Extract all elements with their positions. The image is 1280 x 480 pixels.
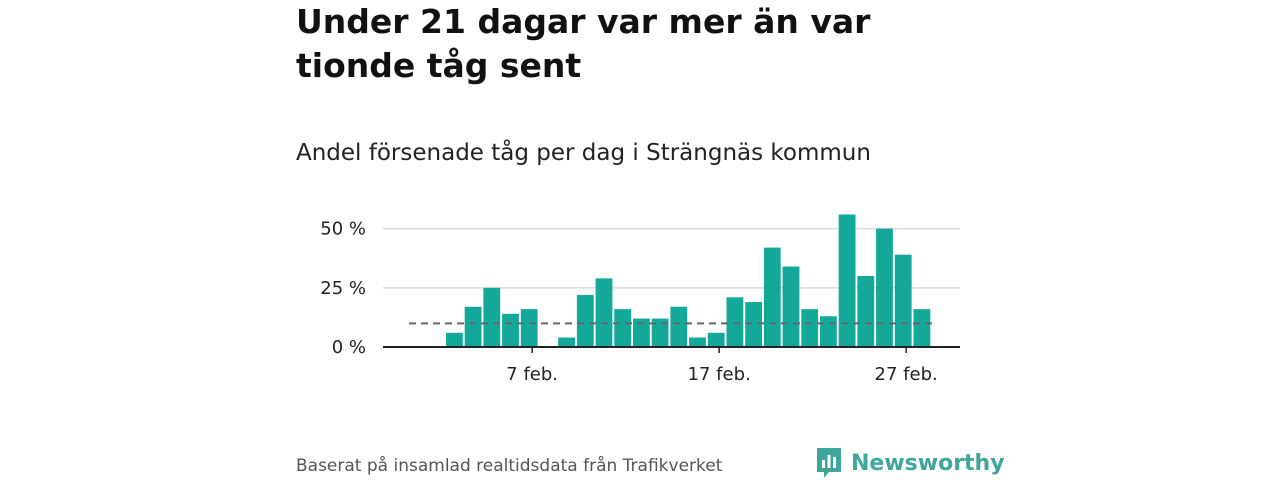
bar (857, 276, 875, 347)
x-tick-label: 27 feb. (875, 364, 938, 385)
x-tick-label: 7 feb. (506, 364, 558, 385)
chart-title: Under 21 dagar var mer än var tionde tåg… (296, 2, 871, 85)
bar (763, 247, 781, 347)
bar (558, 337, 575, 347)
source-note: Baserat på insamlad realtidsdata från Tr… (296, 456, 723, 476)
bar (838, 214, 856, 347)
bar (502, 313, 519, 347)
bar (894, 254, 912, 347)
newsworthy-logo: Newsworthy (815, 446, 1005, 480)
bar (595, 278, 613, 347)
bar (820, 316, 837, 347)
bar (483, 287, 501, 347)
bar (876, 228, 893, 347)
bar (614, 309, 632, 347)
y-tick-label: 25 % (320, 278, 366, 299)
bar (633, 318, 650, 347)
bar (520, 309, 538, 347)
newsworthy-logo-icon (817, 448, 841, 478)
bar (913, 309, 931, 347)
bar (726, 297, 744, 347)
bar (782, 266, 800, 347)
bar (576, 294, 594, 347)
bar (689, 337, 706, 347)
y-tick-label: 0 % (332, 337, 366, 358)
bar (670, 306, 688, 347)
bar (464, 306, 482, 347)
bar (745, 302, 762, 347)
bar-chart: 0 % 25 % 50 % 7 feb. 17 feb. 27 feb. (320, 214, 960, 385)
y-tick-label: 50 % (320, 219, 366, 240)
chart-subtitle: Andel försenade tåg per dag i Strängnäs … (296, 140, 871, 166)
bar (446, 332, 463, 347)
bar (801, 309, 819, 347)
logo-text: Newsworthy (851, 450, 1005, 476)
bar (707, 332, 725, 347)
x-tick-label: 17 feb. (688, 364, 751, 385)
bar (651, 318, 669, 347)
